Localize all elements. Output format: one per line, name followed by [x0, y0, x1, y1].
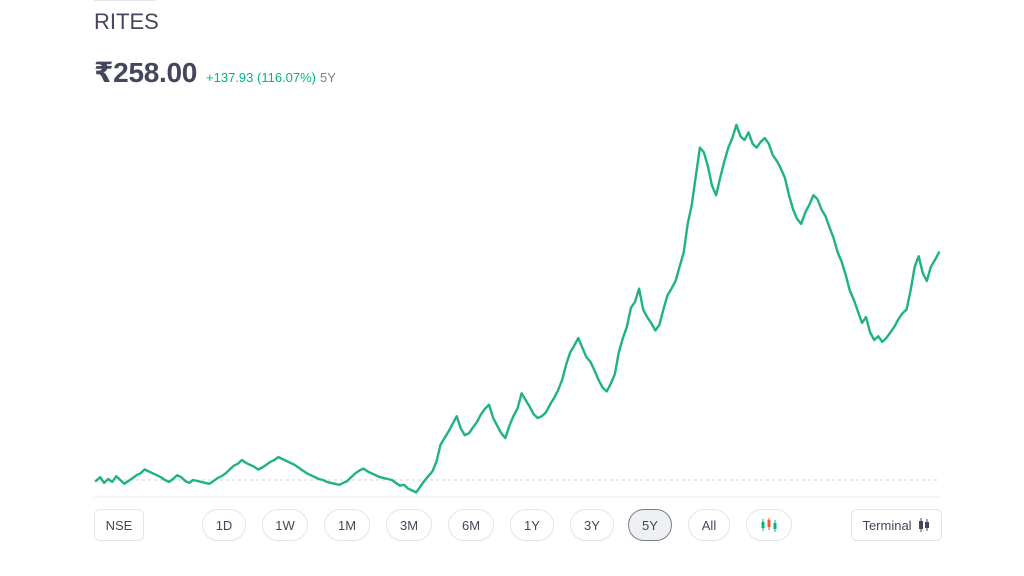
chart-type-button[interactable]: [746, 509, 792, 541]
candlestick-icon: [761, 518, 777, 532]
price-series-line-0: [94, 123, 941, 494]
exchange-label: NSE: [105, 517, 133, 533]
exchange-button[interactable]: NSE: [94, 509, 144, 541]
range-1w-label: 1W: [275, 517, 295, 533]
range-1y-button[interactable]: 1Y: [510, 509, 554, 541]
range-1m-button[interactable]: 1M: [324, 509, 370, 541]
range-5y-button[interactable]: 5Y: [628, 509, 672, 541]
range-1m-label: 1M: [337, 517, 357, 533]
top-divider: [94, 0, 156, 1]
range-6m-label: 6M: [461, 517, 481, 533]
range-3m-label: 3M: [399, 517, 419, 533]
range-3y-button[interactable]: 3Y: [570, 509, 614, 541]
chart-controls: NSE 1D 1W 1M 3M 6M 1Y 3Y 5Y All Termina: [0, 509, 1024, 543]
candle-pair-icon: [918, 518, 929, 532]
terminal-label: Terminal: [862, 517, 912, 533]
range-1d-label: 1D: [215, 517, 233, 533]
range-3m-button[interactable]: 3M: [386, 509, 432, 541]
range-1w-button[interactable]: 1W: [262, 509, 308, 541]
price-row: ₹258.00 +137.93 (116.07%) 5Y: [94, 56, 336, 89]
stock-name: RITES: [94, 9, 159, 34]
range-1y-label: 1Y: [524, 517, 540, 533]
range-5y-label: 5Y: [642, 517, 658, 533]
range-all-label: All: [701, 517, 717, 533]
price-change: +137.93 (116.07%): [206, 70, 317, 85]
terminal-button[interactable]: Terminal: [851, 509, 942, 541]
range-all-button[interactable]: All: [688, 509, 730, 541]
change-period: 5Y: [320, 70, 336, 85]
range-1d-button[interactable]: 1D: [202, 509, 246, 541]
price-chart[interactable]: [0, 0, 1024, 500]
range-3y-label: 3Y: [584, 517, 600, 533]
range-6m-button[interactable]: 6M: [448, 509, 494, 541]
current-price: ₹258.00: [94, 57, 198, 88]
